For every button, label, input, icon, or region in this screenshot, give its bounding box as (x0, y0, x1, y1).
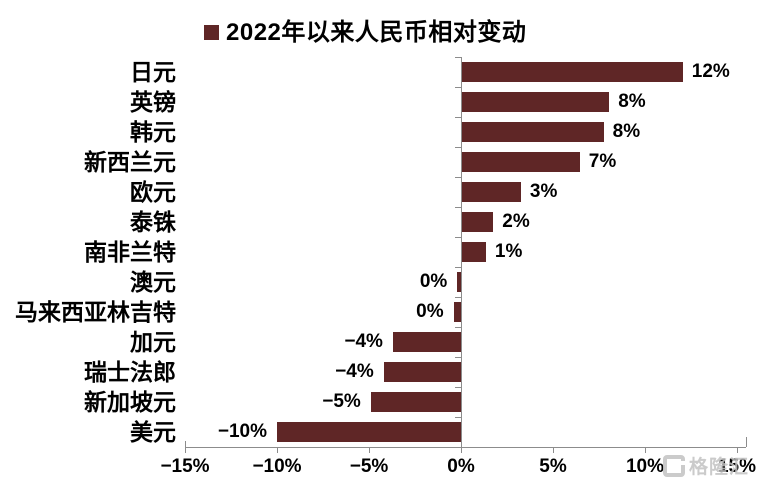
x-axis-right-cap (746, 437, 747, 447)
category-label: 韩元 (130, 119, 176, 145)
category-label: 澳元 (130, 269, 176, 295)
category-label: 日元 (130, 59, 176, 85)
bar (462, 152, 580, 172)
category-label: 新加坡元 (84, 389, 176, 415)
zero-axis-tick (455, 327, 461, 328)
zero-axis-tick (455, 237, 461, 238)
zero-axis-tick (455, 207, 461, 208)
zero-axis-tick (455, 177, 461, 178)
x-axis-tick (369, 447, 370, 453)
x-tick-label: 5% (539, 456, 567, 477)
watermark-text: 格隆汇 (689, 457, 750, 478)
category-label: 欧元 (130, 179, 176, 205)
bar (392, 332, 461, 352)
zero-axis-tick (455, 147, 461, 148)
value-label: −10% (217, 421, 267, 442)
x-axis-tick (645, 447, 646, 453)
bar (383, 362, 461, 382)
legend-swatch (204, 25, 219, 40)
watermark: 格隆汇 (663, 452, 749, 479)
bar (370, 392, 461, 412)
value-label: 0% (416, 301, 444, 322)
category-label: 加元 (130, 329, 176, 355)
gelonghui-logo-icon (663, 454, 685, 477)
bar (462, 92, 610, 112)
x-tick-label: −5% (349, 456, 389, 477)
zero-axis-tick (455, 87, 461, 88)
value-label: 7% (588, 151, 617, 172)
bar (462, 212, 494, 232)
x-tick-label: −10% (252, 456, 302, 477)
x-axis-left-cap (185, 441, 186, 447)
bar (453, 302, 461, 322)
value-label: 0% (419, 271, 448, 292)
zero-axis-tick (455, 117, 461, 118)
x-axis-tick (737, 447, 738, 453)
value-label: 1% (494, 241, 523, 262)
category-label: 英镑 (130, 89, 176, 115)
zero-axis-tick (455, 387, 461, 388)
x-axis-tick (553, 447, 554, 453)
zero-axis-tick (455, 357, 461, 358)
chart-title: 2022年以来人民币相对变动 (226, 19, 527, 46)
bar (462, 122, 604, 142)
x-tick-label: −15% (160, 456, 210, 477)
bar (277, 422, 461, 442)
category-label: 美元 (130, 419, 176, 445)
x-tick-label: 15% (717, 456, 757, 477)
x-axis-line (185, 447, 746, 448)
value-label: −4% (344, 331, 383, 352)
value-label: 3% (529, 181, 558, 202)
category-label: 泰铢 (130, 209, 176, 235)
zero-axis-tick (455, 267, 461, 268)
zero-axis-line (461, 57, 462, 447)
value-label: 8% (618, 91, 646, 112)
value-label: 12% (691, 61, 730, 82)
bar (462, 242, 486, 262)
x-tick-label: 0% (447, 456, 475, 477)
zero-axis-tick (455, 57, 461, 58)
x-tick-label: 10% (625, 456, 665, 477)
value-label: −4% (335, 361, 374, 382)
bar (457, 272, 461, 292)
bar (462, 62, 683, 82)
x-axis-tick (277, 447, 278, 453)
category-label: 马来西亚林吉特 (15, 299, 176, 325)
category-label: 瑞士法郎 (84, 359, 176, 385)
category-label: 新西兰元 (84, 149, 176, 175)
value-label: −5% (322, 391, 361, 412)
bar (462, 182, 521, 202)
zero-axis-tick (455, 417, 461, 418)
value-label: 2% (502, 211, 530, 232)
x-axis-tick (185, 447, 186, 453)
value-label: 8% (612, 121, 641, 142)
zero-axis-tick (455, 297, 461, 298)
x-axis-tick (461, 447, 462, 453)
category-label: 南非兰特 (84, 239, 176, 265)
